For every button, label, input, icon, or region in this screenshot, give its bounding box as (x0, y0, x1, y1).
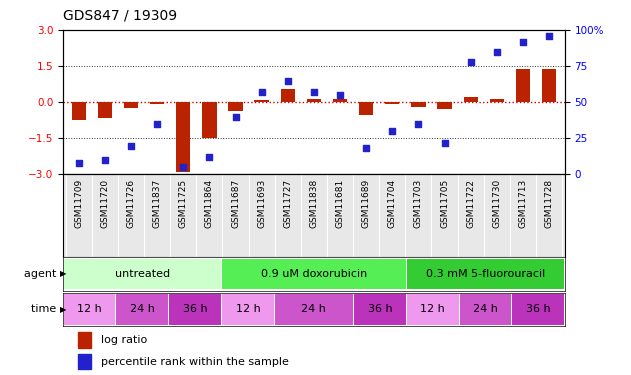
Bar (275, 294, 353, 324)
Bar (228, 102, 243, 111)
Text: GSM11725: GSM11725 (179, 178, 188, 228)
Text: GSM11864: GSM11864 (205, 178, 214, 228)
Bar (542, 69, 557, 102)
Point (440, 140, 450, 146)
Bar (169, 294, 221, 324)
Text: GSM11689: GSM11689 (362, 178, 370, 228)
Text: GSM11693: GSM11693 (257, 178, 266, 228)
Text: GSM11730: GSM11730 (492, 178, 501, 228)
Text: GSM11837: GSM11837 (153, 178, 162, 228)
Bar (124, 102, 138, 108)
Text: GSM11838: GSM11838 (309, 178, 319, 228)
Bar (407, 259, 564, 289)
Point (74, 160, 84, 166)
Bar (459, 294, 511, 324)
Bar (78, 333, 91, 348)
Point (361, 146, 371, 152)
Bar (516, 69, 530, 102)
Text: 12 h: 12 h (420, 304, 445, 314)
Point (492, 49, 502, 55)
Bar (490, 99, 504, 102)
Bar (222, 294, 274, 324)
Bar (464, 98, 478, 102)
Text: 12 h: 12 h (77, 304, 102, 314)
Bar (71, 102, 86, 120)
Text: GSM11681: GSM11681 (336, 178, 345, 228)
Point (544, 33, 554, 39)
Point (387, 128, 398, 134)
Bar (176, 102, 191, 172)
Text: GSM11703: GSM11703 (414, 178, 423, 228)
Point (100, 157, 110, 163)
Text: GSM11727: GSM11727 (283, 178, 292, 228)
Text: GSM11687: GSM11687 (231, 178, 240, 228)
Text: ▶: ▶ (60, 305, 66, 314)
Bar (385, 102, 399, 104)
Point (152, 121, 162, 127)
Text: 36 h: 36 h (368, 304, 392, 314)
Bar (254, 100, 269, 102)
Bar (117, 294, 168, 324)
Bar (411, 102, 426, 106)
Text: GSM11704: GSM11704 (388, 178, 397, 228)
Text: time: time (31, 304, 60, 314)
Point (257, 89, 267, 95)
Text: log ratio: log ratio (101, 335, 147, 345)
Text: ▶: ▶ (60, 269, 66, 278)
Bar (307, 99, 321, 102)
Bar (354, 294, 406, 324)
Text: agent: agent (24, 269, 60, 279)
Text: GSM11728: GSM11728 (545, 178, 553, 228)
Bar (222, 259, 406, 289)
Point (204, 154, 215, 160)
Text: GSM11722: GSM11722 (466, 178, 475, 228)
Point (309, 89, 319, 95)
Bar (512, 294, 564, 324)
Bar (64, 294, 115, 324)
Text: 24 h: 24 h (130, 304, 155, 314)
Text: GDS847 / 19309: GDS847 / 19309 (63, 9, 177, 22)
Text: untreated: untreated (115, 269, 170, 279)
Bar (333, 99, 347, 102)
Text: 24 h: 24 h (302, 304, 326, 314)
Text: 36 h: 36 h (526, 304, 551, 314)
Text: 36 h: 36 h (183, 304, 208, 314)
Text: GSM11709: GSM11709 (74, 178, 83, 228)
Bar (437, 102, 452, 110)
Point (283, 78, 293, 84)
Bar (64, 259, 221, 289)
Text: percentile rank within the sample: percentile rank within the sample (101, 357, 288, 367)
Point (178, 164, 188, 170)
Bar (407, 294, 459, 324)
Bar (98, 102, 112, 118)
Text: GSM11720: GSM11720 (100, 178, 109, 228)
Text: GSM11705: GSM11705 (440, 178, 449, 228)
Point (518, 39, 528, 45)
Bar (281, 89, 295, 102)
Bar (150, 102, 164, 104)
Point (413, 121, 423, 127)
Text: GSM11726: GSM11726 (127, 178, 136, 228)
Bar (202, 102, 216, 138)
Text: 24 h: 24 h (473, 304, 498, 314)
Point (335, 92, 345, 98)
Bar (359, 102, 374, 116)
Text: 0.3 mM 5-fluorouracil: 0.3 mM 5-fluorouracil (426, 269, 545, 279)
Point (466, 59, 476, 65)
Text: 0.9 uM doxorubicin: 0.9 uM doxorubicin (261, 269, 367, 279)
Text: 12 h: 12 h (235, 304, 261, 314)
Bar (78, 354, 91, 369)
Text: GSM11713: GSM11713 (519, 178, 528, 228)
Point (126, 142, 136, 148)
Point (230, 114, 240, 120)
